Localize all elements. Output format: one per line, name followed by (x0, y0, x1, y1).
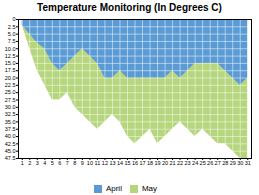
svg-text:15: 15 (124, 160, 130, 166)
svg-text:40.0: 40.0 (5, 133, 16, 139)
svg-text:22: 22 (177, 160, 183, 166)
svg-text:47.5: 47.5 (5, 155, 16, 161)
svg-text:25: 25 (200, 160, 206, 166)
svg-text:26: 26 (207, 160, 213, 166)
svg-text:14: 14 (117, 160, 123, 166)
svg-text:15.0: 15.0 (5, 60, 16, 66)
svg-text:10: 10 (87, 160, 93, 166)
svg-text:4: 4 (43, 160, 46, 166)
svg-text:7: 7 (66, 160, 69, 166)
svg-text:6: 6 (58, 160, 61, 166)
svg-text:0: 0 (12, 16, 15, 22)
svg-text:11: 11 (95, 160, 101, 166)
svg-text:8: 8 (73, 160, 76, 166)
svg-text:7.5: 7.5 (8, 38, 16, 44)
html-text:Temperature Monitoring (In Deg: Temperature Monitoring (In Degrees C) (37, 2, 222, 13)
svg-text:29: 29 (230, 160, 236, 166)
svg-text:21: 21 (170, 160, 176, 166)
html-text:May: May (141, 184, 158, 193)
svg-text:32.5: 32.5 (5, 111, 16, 117)
svg-text:22.5: 22.5 (5, 82, 16, 88)
svg-text:10.0: 10.0 (5, 46, 16, 52)
svg-text:27.5: 27.5 (5, 97, 16, 103)
svg-text:37.5: 37.5 (5, 126, 16, 132)
svg-text:20: 20 (162, 160, 168, 166)
svg-text:12: 12 (102, 160, 108, 166)
svg-text:9: 9 (81, 160, 84, 166)
svg-text:2.5: 2.5 (8, 24, 16, 30)
svg-text:1: 1 (21, 160, 24, 166)
svg-text:5: 5 (51, 160, 54, 166)
svg-text:25.0: 25.0 (5, 89, 16, 95)
svg-text:18: 18 (147, 160, 153, 166)
svg-text:17.5: 17.5 (5, 67, 16, 73)
svg-text:27: 27 (215, 160, 221, 166)
svg-text:45.0: 45.0 (5, 148, 16, 154)
svg-text:35.0: 35.0 (5, 119, 16, 125)
svg-text:42.5: 42.5 (5, 141, 16, 147)
svg-text:31: 31 (245, 160, 251, 166)
svg-text:24: 24 (192, 160, 198, 166)
svg-text:3: 3 (36, 160, 39, 166)
svg-text:30: 30 (237, 160, 243, 166)
svg-text:2: 2 (28, 160, 31, 166)
html-text:April: April (105, 184, 122, 193)
svg-text:5.0: 5.0 (8, 31, 16, 37)
svg-text:17: 17 (139, 160, 145, 166)
svg-text:13: 13 (109, 160, 115, 166)
svg-text:19: 19 (154, 160, 160, 166)
svg-text:30.0: 30.0 (5, 104, 16, 110)
svg-text:28: 28 (222, 160, 228, 166)
svg-text:12.5: 12.5 (5, 53, 16, 59)
svg-text:20.0: 20.0 (5, 75, 16, 81)
svg-text:23: 23 (185, 160, 191, 166)
svg-text:16: 16 (132, 160, 138, 166)
